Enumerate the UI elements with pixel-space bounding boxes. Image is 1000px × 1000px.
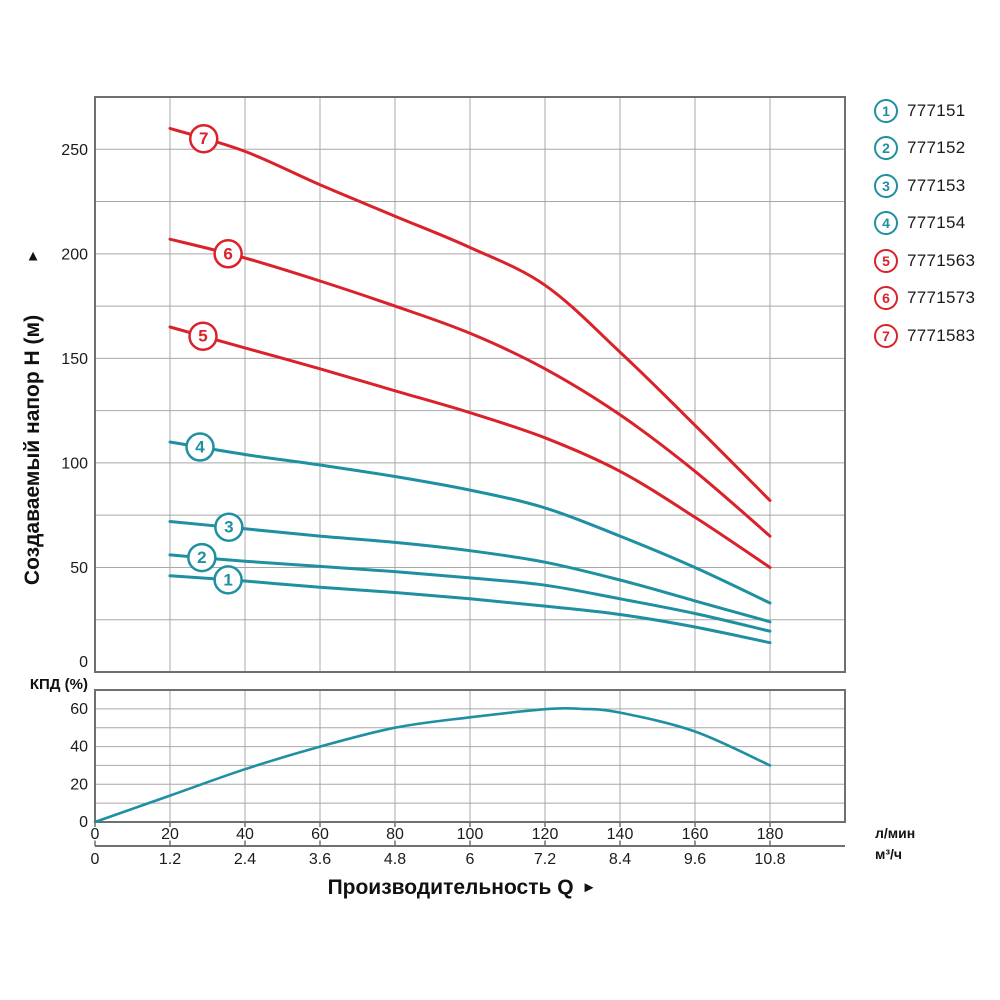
x-tick-label-m3h: 4.8 [384,851,406,868]
legend-number-badge: 6 [874,286,898,311]
y-axis-title: Создаваемый напор H (м) [21,314,44,586]
legend-item-7: 7 7771583 [874,317,975,355]
head-y-tick-label: 150 [61,351,88,368]
x-tick-label-m3h: 9.6 [684,851,706,868]
legend-item-5: 5 7771563 [874,242,975,280]
legend-part-number: 777151 [907,100,966,120]
head-curve-3 [168,520,772,624]
x-tick-label-m3h: 2.4 [234,851,256,868]
head-y-tick-label: 0 [79,654,88,671]
curve-badge-5 [188,321,218,351]
x-tick-label-m3h: 3.6 [309,851,331,868]
curve-badge-6 [213,239,243,269]
head-curve-4 [168,440,772,605]
x-tick-label-lmin: 80 [386,826,404,843]
head-y-tick-label: 50 [70,560,88,577]
x-tick-label-m3h: 0 [91,851,100,868]
eff-y-tick-label: 20 [70,776,88,793]
efficiency-axis-label: КПД (%) [29,676,88,693]
x-tick-label-lmin: 180 [757,826,784,843]
head-y-tick-label: 100 [61,455,88,472]
head-curve-7 [168,126,772,502]
x-tick-label-lmin: 40 [236,826,254,843]
curve-badge-number-1: 1 [223,570,232,589]
x-tick-label-lmin: 60 [311,826,329,843]
flow-unit-lmin: л/мин [875,825,916,841]
legend-number-badge: 7 [874,323,898,348]
efficiency-curve [93,707,772,824]
legend-part-number: 777154 [907,213,966,233]
legend-item-3: 3 777153 [874,167,975,205]
curve-badge-7 [189,123,219,154]
curve-badge-number-7: 7 [199,129,208,148]
head-curve-2 [168,553,772,633]
x-tick-label-lmin: 120 [532,826,559,843]
curve-badge-1 [213,565,243,595]
x-tick-label-lmin: 0 [91,826,100,843]
head-curve-6 [168,237,772,538]
curve-badge-number-2: 2 [197,548,206,567]
x-tick-label-lmin: 100 [457,826,484,843]
x-tick-label-m3h: 1.2 [159,851,181,868]
curve-badge-2 [187,542,217,573]
legend-part-number: 7771583 [907,325,976,345]
eff-y-tick-label: 0 [79,814,88,831]
x-axis-arrow-icon: ► [581,879,597,896]
head-curve-1 [168,574,772,645]
legend-item-6: 6 7771573 [874,280,975,318]
legend-part-number: 777152 [907,138,966,158]
curve-badge-number-6: 6 [223,244,232,263]
legend-part-number: 777153 [907,175,966,195]
head-curve-5 [168,325,772,569]
flow-unit-m3h: м³/ч [875,846,903,862]
legend-part-number: 7771573 [907,288,976,308]
curve-badge-number-4: 4 [195,438,205,457]
legend-number-badge: 4 [874,211,898,236]
eff-y-tick-label: 60 [70,701,88,718]
x-tick-label-m3h: 10.8 [754,851,785,868]
x-axis-title-text: Производительность Q [327,876,574,899]
x-tick-label-m3h: 6 [466,851,475,868]
legend-number-badge: 2 [874,136,898,161]
legend-number-badge: 1 [874,98,898,123]
curve-badge-3 [214,512,244,542]
curve-badge-number-5: 5 [198,327,207,346]
head-y-tick-label: 200 [61,246,88,263]
x-tick-label-lmin: 20 [161,826,179,843]
y-axis-arrow-icon: ▲ [25,247,41,265]
legend-number-badge: 3 [874,173,898,198]
curve-badge-number-3: 3 [224,518,233,537]
legend-item-1: 1 777151 [874,92,975,130]
legend-item-2: 2 777152 [874,130,975,168]
x-tick-label-lmin: 160 [682,826,709,843]
legend-number-badge: 5 [874,248,898,273]
legend: 1 777151 2 777152 3 777153 4 777154 5 7771563 6 777… [874,92,975,355]
legend-item-4: 4 777154 [874,205,975,243]
x-tick-label-lmin: 140 [607,826,634,843]
x-tick-label-m3h: 7.2 [534,851,556,868]
eff-y-tick-label: 40 [70,739,88,756]
x-tick-label-m3h: 8.4 [609,851,631,868]
x-axis-title: Производительность Q ► [328,876,597,900]
head-chart-border [94,96,846,673]
curve-badge-4 [185,432,215,462]
head-y-tick-label: 250 [61,142,88,159]
legend-part-number: 7771563 [907,250,976,270]
